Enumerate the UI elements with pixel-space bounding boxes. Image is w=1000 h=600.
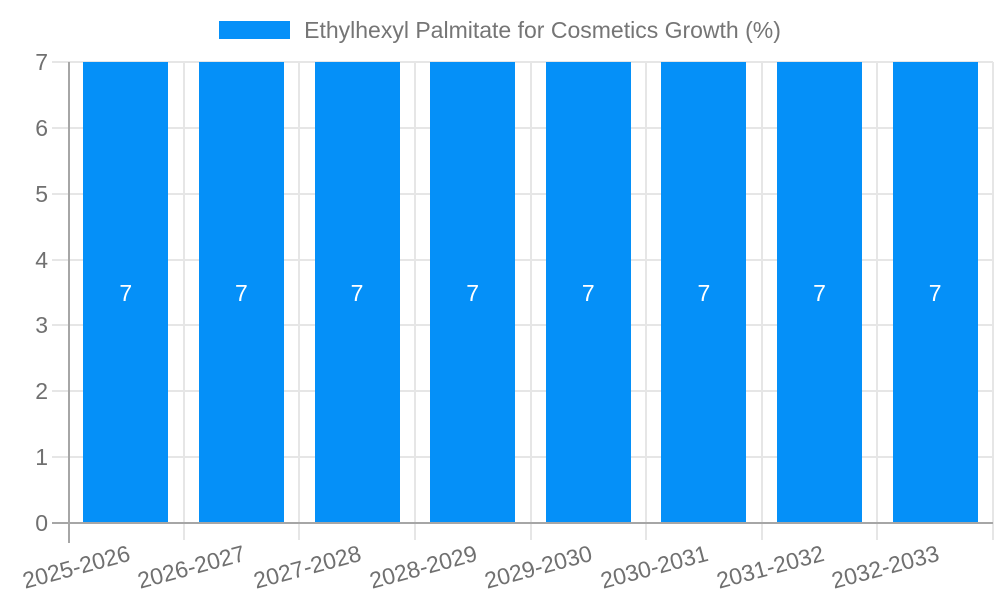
- h-gridline: [52, 390, 993, 393]
- plot-area: 7 7 7 7 7 7 7 7: [52, 61, 994, 540]
- h-gridline: [52, 324, 993, 327]
- y-tick-label: 7: [35, 49, 48, 75]
- bar-value-label: 7: [235, 279, 248, 306]
- bar[interactable]: 7: [430, 62, 516, 523]
- bar[interactable]: 7: [83, 62, 169, 523]
- y-tick-label: 5: [35, 180, 48, 207]
- h-gridline: [52, 61, 993, 63]
- legend: Ethylhexyl Palmitate for Cosmetics Growt…: [0, 16, 1000, 44]
- v-gridline: [645, 62, 648, 540]
- v-gridline: [992, 62, 994, 540]
- bar[interactable]: 7: [892, 62, 978, 523]
- y-tick-label: 4: [35, 246, 48, 273]
- bar-value-label: 7: [581, 279, 595, 306]
- bar-value-label: 7: [119, 279, 133, 306]
- y-tick-label: 0: [35, 510, 48, 536]
- v-gridline: [529, 62, 532, 540]
- v-gridline: [182, 62, 185, 540]
- x-axis-line: [52, 522, 993, 524]
- y-tick-label: 1: [35, 444, 48, 471]
- y-tick-label: 6: [35, 114, 48, 141]
- bar-value-label: 7: [813, 279, 826, 306]
- bar-value-label: 7: [928, 279, 942, 306]
- h-gridline: [52, 192, 993, 195]
- bar[interactable]: 7: [314, 62, 400, 523]
- y-tick-label: 3: [35, 312, 48, 339]
- bar-value-label: 7: [697, 279, 711, 306]
- v-gridline: [298, 62, 301, 540]
- h-gridline: [52, 456, 993, 459]
- v-gridline: [760, 62, 763, 540]
- legend-label: Ethylhexyl Palmitate for Cosmetics Growt…: [304, 17, 781, 43]
- y-axis-line: [68, 62, 70, 543]
- v-gridline: [876, 62, 879, 540]
- bar-value-label: 7: [466, 279, 480, 306]
- h-gridline: [52, 126, 993, 129]
- bar[interactable]: 7: [777, 62, 863, 523]
- bar[interactable]: 7: [198, 62, 284, 523]
- bar[interactable]: 7: [661, 62, 747, 523]
- bar[interactable]: 7: [545, 62, 631, 523]
- h-gridline: [52, 258, 993, 261]
- bar-value-label: 7: [350, 279, 364, 306]
- legend-item[interactable]: Ethylhexyl Palmitate for Cosmetics Growt…: [219, 16, 781, 44]
- y-tick-label: 2: [35, 378, 48, 405]
- v-gridline: [413, 62, 416, 540]
- legend-color-swatch: [219, 21, 291, 39]
